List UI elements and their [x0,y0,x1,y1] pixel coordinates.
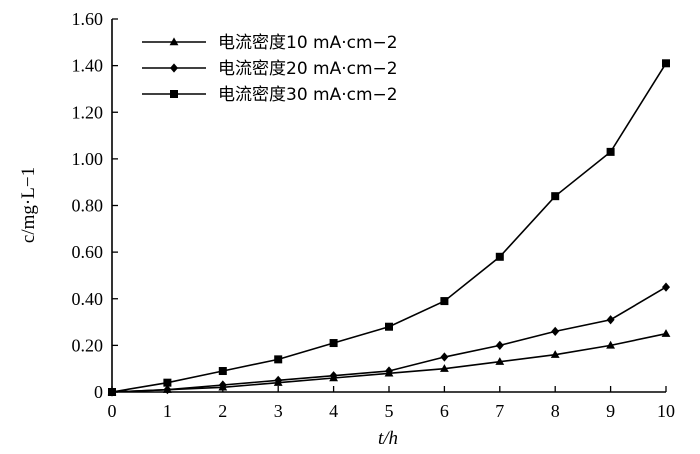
y-tick-label: 0.80 [72,196,104,216]
y-tick-label: 1.40 [72,56,104,76]
x-tick-label: 1 [163,401,172,421]
series-diamond [108,282,670,397]
x-tick-label: 2 [218,401,227,421]
series-triangle [107,329,671,396]
x-tick-label: 5 [385,401,394,421]
data-point-triangle [661,329,671,337]
legend-item: 电流密度30 mA·cm−2 [142,85,398,105]
x-tick-label: 8 [551,401,560,421]
data-point-triangle [550,350,560,358]
data-point-diamond [606,315,615,325]
legend-marker-square [170,90,178,98]
x-tick-label: 7 [495,401,504,421]
data-point-diamond [662,282,670,292]
series-layer [107,59,671,397]
series-square [108,59,670,396]
data-point-square [163,378,172,387]
legend: 电流密度10 mA·cm−2 电流密度20 mA·cm−2 电流密度30 mA·cm… [142,33,398,105]
y-tick-label: 0.20 [72,335,104,355]
data-point-square [329,339,338,348]
data-point-diamond [385,366,393,376]
data-point-triangle [440,364,449,372]
y-tick-label: 1.60 [72,9,104,29]
data-point-triangle [495,357,505,365]
data-point-diamond [218,380,227,390]
data-point-square [385,322,393,331]
data-point-diamond [163,385,172,395]
data-point-diamond [495,340,504,350]
x-axis-label: t/h [378,428,398,449]
data-point-square [495,252,504,261]
x-tick-label: 3 [274,401,283,421]
data-point-square [218,367,227,376]
legend-label: 电流密度30 mA·cm−2 [218,85,398,105]
x-tick-label: 6 [440,401,449,421]
axes: 0 1 2 3 4 5 6 7 8 9 10 0 0.20 0.40 0.60 0.80 1.00 1.20 1.4… [72,9,676,421]
data-point-square [606,147,615,156]
legend-marker-diamond [170,63,178,73]
y-tick-label: 0.60 [72,242,104,262]
x-tick-label: 4 [329,401,338,421]
y-tick-label: 1.00 [72,149,104,169]
y-tick-label: 0 [94,382,103,402]
legend-label: 电流密度20 mA·cm−2 [218,59,398,79]
data-point-diamond [274,375,283,385]
legend-item: 电流密度20 mA·cm−2 [142,59,398,79]
data-point-square [108,388,116,396]
series-line-triangle [111,332,667,393]
x-tick-label: 9 [606,401,615,421]
series-line-square [111,62,667,393]
data-point-diamond [551,326,560,336]
y-tick-label: 0.40 [72,289,104,309]
x-tick-label: 0 [108,401,117,421]
data-point-diamond [440,352,449,362]
data-point-square [440,297,449,306]
legend-item: 电流密度10 mA·cm−2 [142,33,398,53]
data-point-square [551,192,560,201]
legend-label: 电流密度10 mA·cm−2 [218,33,398,53]
data-point-diamond [329,371,338,381]
data-point-triangle [606,340,615,349]
data-point-square [662,59,670,68]
legend-marker-triangle [169,37,179,46]
data-point-square [274,355,283,364]
x-tick-label: 10 [657,401,675,421]
y-tick-label: 1.20 [72,102,104,122]
y-axis-label: c/mg·L−1 [18,167,39,243]
